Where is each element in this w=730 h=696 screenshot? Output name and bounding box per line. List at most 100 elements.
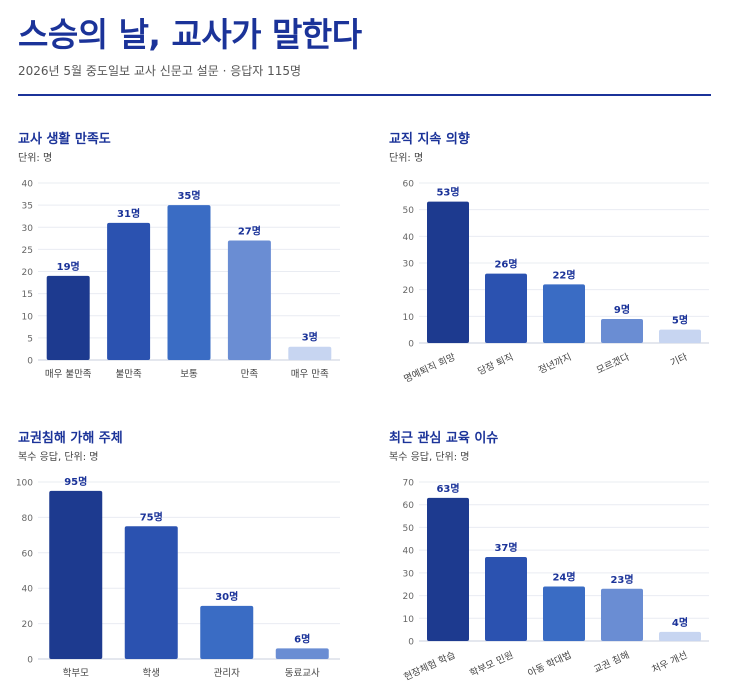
y-tick-label: 10 bbox=[403, 313, 415, 323]
bar bbox=[543, 586, 585, 641]
bar bbox=[124, 526, 178, 659]
bar bbox=[200, 605, 254, 659]
y-tick-label: 70 bbox=[403, 479, 415, 489]
y-tick-label: 80 bbox=[22, 514, 34, 524]
y-tick-label: 60 bbox=[22, 549, 34, 559]
y-tick-label: 40 bbox=[22, 585, 34, 595]
y-tick-label: 40 bbox=[403, 547, 415, 557]
chart-unit-note: 복수 응답, 단위: 명 bbox=[389, 452, 470, 463]
x-tick-label: 학생 bbox=[143, 668, 160, 679]
data-label: 27명 bbox=[238, 225, 261, 238]
x-tick-label: 매우 만족 bbox=[291, 369, 329, 380]
bar bbox=[167, 205, 211, 360]
bar bbox=[485, 556, 527, 641]
y-tick-label: 60 bbox=[403, 180, 415, 190]
x-tick-label: 현장체험 학습 bbox=[402, 650, 457, 684]
x-tick-label: 불만족 bbox=[115, 369, 141, 380]
data-label: 75명 bbox=[140, 510, 163, 523]
data-label: 5명 bbox=[672, 314, 688, 327]
chart-unit-note: 단위: 명 bbox=[389, 153, 424, 164]
data-label: 4명 bbox=[672, 616, 688, 629]
x-tick-label: 교권 침해 bbox=[592, 649, 631, 676]
x-tick-label: 관리자 bbox=[214, 668, 240, 679]
data-label: 31명 bbox=[117, 207, 140, 220]
bar bbox=[275, 648, 329, 659]
y-tick-label: 10 bbox=[22, 312, 34, 322]
y-tick-label: 50 bbox=[403, 524, 415, 534]
chart-panel-education-issues: 최근 관심 교육 이슈 복수 응답, 단위: 명 0 10 20 30 40 50 60 70… bbox=[389, 427, 714, 687]
bar bbox=[601, 588, 643, 641]
chart-panel-rights-violation: 교권침해 가해 주체 복수 응답, 단위: 명 0 20 40 60 80 100 95명 학… bbox=[16, 427, 348, 687]
data-label: 23명 bbox=[610, 573, 633, 586]
bar bbox=[427, 201, 469, 343]
data-label: 95명 bbox=[64, 475, 87, 488]
y-tick-label: 100 bbox=[16, 479, 33, 489]
bar bbox=[543, 284, 585, 343]
data-label: 3명 bbox=[302, 331, 318, 344]
x-tick-label: 학부모 민원 bbox=[468, 650, 515, 680]
x-tick-label: 만족 bbox=[241, 369, 259, 380]
chart-unit-note: 복수 응답, 단위: 명 bbox=[18, 452, 99, 463]
y-tick-label: 35 bbox=[22, 202, 33, 212]
y-tick-label: 20 bbox=[403, 592, 415, 602]
y-tick-label: 20 bbox=[403, 286, 415, 296]
data-label: 24명 bbox=[552, 570, 575, 583]
x-tick-label: 동료교사 bbox=[285, 668, 320, 679]
data-label: 6명 bbox=[294, 632, 310, 645]
bar bbox=[107, 222, 151, 360]
y-tick-label: 40 bbox=[403, 233, 415, 243]
x-tick-label: 처우 개선 bbox=[650, 649, 689, 676]
data-label: 22명 bbox=[552, 268, 575, 281]
y-tick-label: 50 bbox=[403, 206, 415, 216]
chart-title: 교권침해 가해 주체 bbox=[18, 431, 123, 446]
bar bbox=[485, 273, 527, 343]
bar bbox=[659, 329, 701, 343]
data-label: 37명 bbox=[494, 541, 517, 554]
y-tick-label: 30 bbox=[403, 569, 415, 579]
y-tick-label: 0 bbox=[408, 638, 414, 648]
y-tick-label: 5 bbox=[27, 334, 33, 344]
chart-title: 교사 생활 만족도 bbox=[18, 132, 111, 147]
x-tick-label: 아동 학대법 bbox=[526, 650, 573, 680]
x-tick-label: 명예퇴직 희망 bbox=[402, 352, 457, 386]
y-tick-label: 15 bbox=[22, 290, 33, 300]
data-label: 35명 bbox=[177, 189, 200, 202]
bar bbox=[427, 497, 469, 641]
y-tick-label: 20 bbox=[22, 268, 34, 278]
chart-title: 최근 관심 교육 이슈 bbox=[389, 431, 499, 446]
data-label: 30명 bbox=[215, 590, 238, 603]
y-tick-label: 10 bbox=[403, 615, 415, 625]
y-tick-label: 0 bbox=[27, 656, 33, 666]
x-tick-label: 정년까지 bbox=[537, 352, 573, 377]
chart-panel-satisfaction: 교사 생활 만족도 단위: 명 0 5 10 15 20 25 30 35 40 19명 매우 불만… bbox=[18, 128, 348, 388]
data-label: 19명 bbox=[57, 260, 80, 273]
y-tick-label: 0 bbox=[27, 357, 33, 367]
y-tick-label: 30 bbox=[22, 224, 34, 234]
header-divider bbox=[18, 94, 711, 96]
bar bbox=[49, 490, 103, 659]
data-label: 9명 bbox=[614, 303, 630, 316]
x-tick-label: 기타 bbox=[669, 352, 690, 369]
x-tick-label: 매우 불만족 bbox=[45, 369, 92, 380]
y-tick-label: 40 bbox=[22, 180, 34, 190]
data-label: 53명 bbox=[436, 186, 459, 199]
bar bbox=[601, 319, 643, 343]
page-subtitle: 2026년 5월 중도일보 교사 신문고 설문 · 응답자 115명 bbox=[18, 64, 302, 78]
bar bbox=[227, 240, 271, 360]
chart-title: 교직 지속 의향 bbox=[389, 132, 470, 147]
x-tick-label: 모르겠다 bbox=[595, 352, 632, 377]
bar bbox=[659, 631, 701, 641]
y-tick-label: 60 bbox=[403, 501, 415, 511]
x-tick-label: 학부모 bbox=[63, 668, 89, 679]
data-label: 63명 bbox=[436, 482, 459, 495]
y-tick-label: 25 bbox=[22, 246, 33, 256]
chart-panel-career-intent: 교직 지속 의향 단위: 명 0 10 20 30 40 50 60 53명 명예퇴직 희망 26… bbox=[389, 128, 714, 388]
y-tick-label: 30 bbox=[403, 260, 415, 270]
x-tick-label: 보통 bbox=[180, 369, 198, 380]
data-label: 26명 bbox=[494, 258, 517, 271]
page-title: 스승의 날, 교사가 말한다 bbox=[18, 15, 362, 54]
